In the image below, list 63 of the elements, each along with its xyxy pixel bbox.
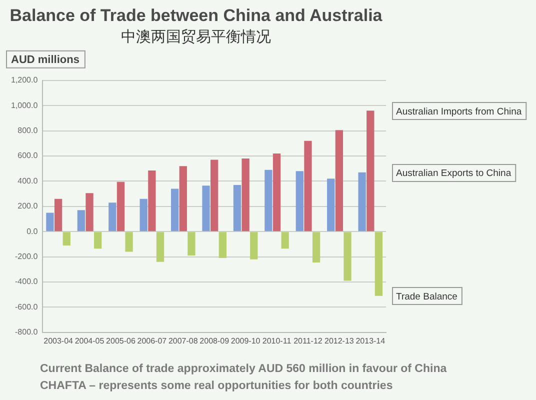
y-tick-label: -800.0: [15, 328, 38, 337]
bar: [358, 172, 366, 232]
bar: [210, 160, 218, 232]
x-tick-label: 2013-14: [356, 336, 386, 346]
chart-subtitle: 中澳两国贸易平衡情况: [121, 28, 271, 46]
text: Australian Exports to China: [396, 168, 512, 180]
x-tick-label: 2006-07: [137, 336, 168, 346]
x-tick-label: 2012-13: [324, 336, 354, 346]
y-tick-label: -600.0: [15, 302, 38, 312]
text: CHAFTA – represents some real opportunities for both countries: [40, 380, 393, 392]
bar: [86, 193, 94, 232]
bar: [108, 202, 116, 232]
bar: [94, 232, 102, 249]
bar: [335, 130, 344, 232]
x-tick-label: 2007-08: [168, 336, 198, 346]
text: Australian Imports from China: [396, 106, 522, 118]
bar: [62, 232, 70, 246]
bar: [374, 232, 383, 296]
chart-title: Balance of Trade between China and Australia: [10, 6, 383, 25]
bar: [116, 182, 125, 232]
x-tick-label: 2004-05: [74, 336, 105, 346]
y-tick-label: 400.0: [18, 176, 38, 186]
y-tick-label: 200.0: [18, 202, 38, 211]
y-tick-label: -400.0: [15, 277, 38, 286]
y-tick-label: 1,000.0: [10, 100, 38, 110]
bar: [281, 232, 289, 249]
x-tick-label: 2008-09: [200, 336, 230, 346]
y-tick-label: 0.0: [26, 226, 38, 236]
bar: [312, 232, 320, 262]
bar: [296, 171, 304, 232]
bar: [264, 170, 272, 232]
y-tick-label: 1,200.0: [10, 76, 38, 85]
bar: [140, 198, 148, 232]
bar: [218, 232, 226, 258]
bar: [46, 212, 54, 232]
bar: [188, 232, 196, 256]
x-tick-label: 2010-11: [262, 336, 292, 346]
bar: [304, 140, 312, 232]
x-tick-label: 2009-10: [230, 336, 261, 346]
bar: [77, 210, 86, 232]
y-axis-title: AUD millions: [11, 54, 80, 66]
bar: [366, 110, 374, 232]
bar: [148, 170, 156, 232]
bar: [272, 153, 281, 232]
bar: [327, 178, 335, 232]
x-tick-label: 2003-04: [44, 336, 74, 346]
bar: [242, 158, 250, 232]
series-label: Trade Balance: [396, 291, 458, 302]
bar: [125, 232, 133, 252]
bar: [179, 166, 187, 232]
y-tick-label: 800.0: [18, 126, 38, 136]
text: Current Balance of trade approximately AUD 560 million in favour of China: [40, 363, 448, 375]
y-tick-label: 600.0: [18, 151, 38, 160]
bar: [54, 198, 62, 232]
bar: [250, 232, 258, 260]
bar: [233, 184, 242, 232]
y-tick-label: -200.0: [15, 252, 38, 262]
bar: [344, 232, 352, 281]
x-tick-label: 2005-06: [106, 336, 136, 346]
bar: [202, 186, 210, 232]
bar: [170, 188, 179, 232]
bar: [156, 232, 164, 262]
x-tick-label: 2011-12: [294, 336, 323, 346]
